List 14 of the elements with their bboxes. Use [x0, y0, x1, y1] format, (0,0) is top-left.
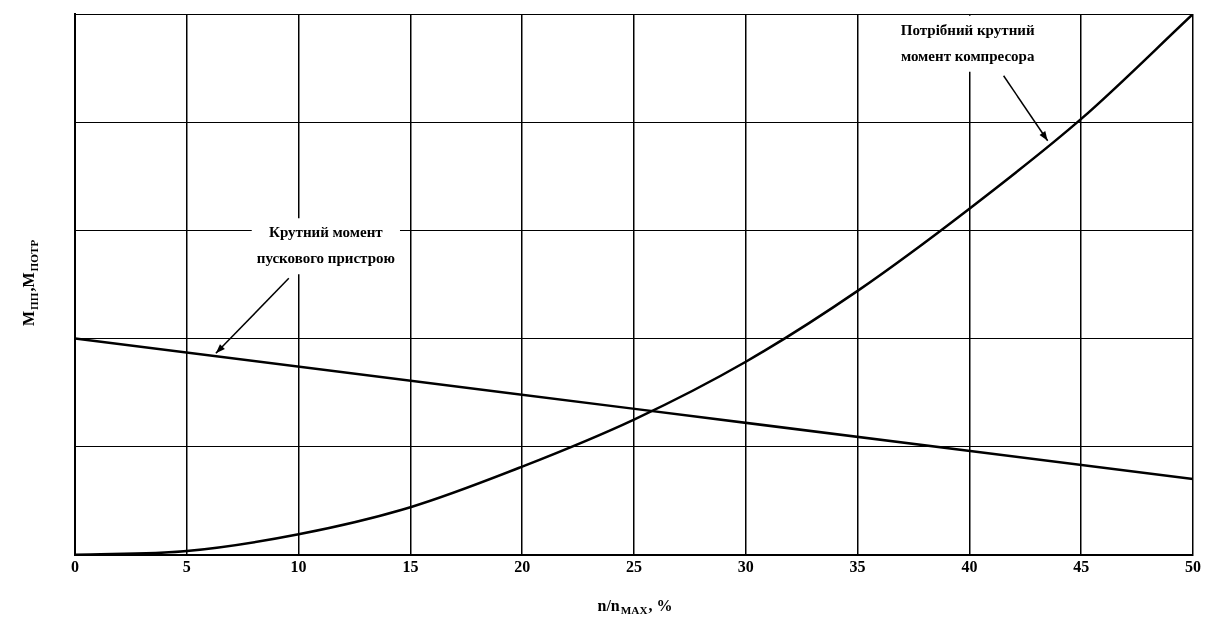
x-tick-label: 35 [849, 557, 866, 575]
y-axis-title: MПП,MПОТР [20, 239, 40, 327]
x-tick-label: 30 [737, 557, 754, 575]
x-tick-label: 5 [182, 557, 191, 575]
x-tick-label: 25 [626, 557, 642, 575]
x-tick-label: 10 [290, 557, 307, 575]
x-tick-label: 20 [514, 557, 531, 575]
x-tick-label: 50 [1185, 557, 1201, 575]
x-tick-label: 0 [71, 557, 79, 575]
x-tick-label: 45 [1073, 557, 1090, 575]
annotation: Крутний момент пускового пристрою [256, 224, 395, 267]
x-tick-label: 15 [402, 557, 419, 575]
annotation: Потрібний крутний момент компресора [900, 21, 1035, 64]
x-tick-label: 40 [961, 557, 978, 575]
